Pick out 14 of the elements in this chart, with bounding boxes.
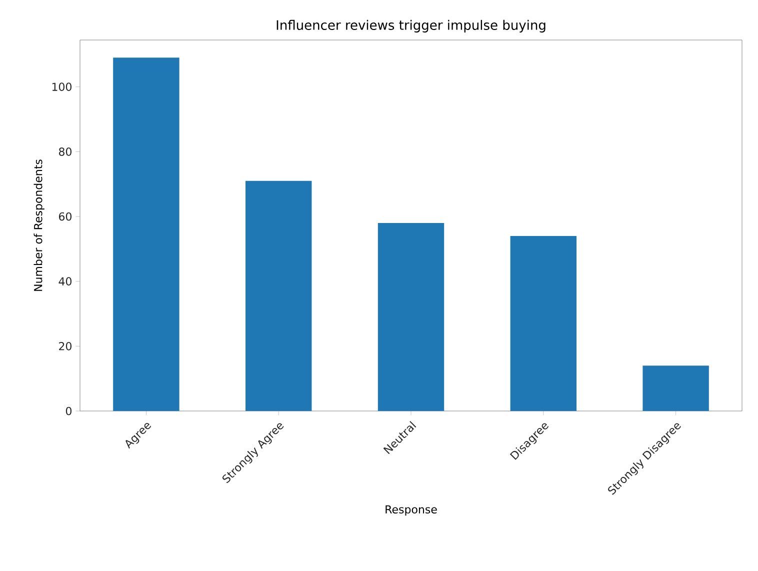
- y-tick-label: 20: [59, 342, 72, 350]
- bar: [246, 180, 312, 411]
- y-tick-label: 80: [58, 148, 72, 156]
- y-tick-label: 60: [58, 212, 72, 221]
- x-axis-title: Response: [386, 505, 437, 516]
- y-tick-label: 100: [52, 82, 72, 91]
- y-tick-label: 40: [58, 277, 72, 286]
- bar: [510, 236, 577, 411]
- bar: [113, 58, 180, 411]
- bar: [378, 222, 444, 411]
- y-tick-label: 0: [66, 406, 72, 416]
- chart-title: Influencer reviews trigger impulse buying: [276, 20, 546, 32]
- y-axis-title: Number of Respondents: [34, 160, 44, 291]
- bar: [642, 366, 709, 411]
